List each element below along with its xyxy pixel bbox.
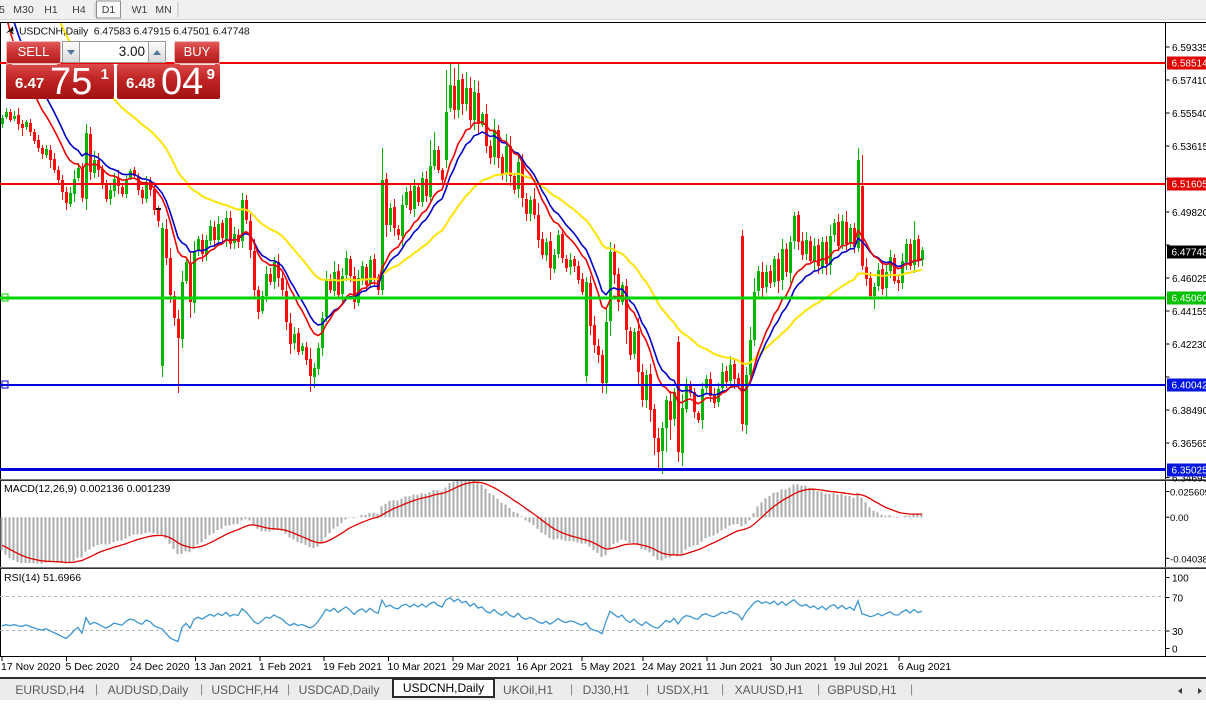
svg-text:6.57410: 6.57410 — [1172, 76, 1206, 87]
svg-text:30 Jun 2021: 30 Jun 2021 — [770, 661, 828, 673]
svg-text:17 Nov 2020: 17 Nov 2020 — [1, 661, 61, 673]
svg-text:6.53615: 6.53615 — [1172, 142, 1206, 153]
svg-text:11 Jun 2021: 11 Jun 2021 — [706, 661, 763, 673]
svg-text:6.38490: 6.38490 — [1172, 406, 1206, 417]
svg-text:19 Feb 2021: 19 Feb 2021 — [323, 661, 382, 673]
svg-text:5 Dec 2020: 5 Dec 2020 — [66, 661, 120, 673]
svg-text:6.51605: 6.51605 — [1172, 180, 1206, 191]
svg-text:6 Aug 2021: 6 Aug 2021 — [898, 661, 951, 673]
svg-text:6.59335: 6.59335 — [1172, 43, 1206, 54]
svg-text:6.47748: 6.47748 — [1172, 248, 1206, 259]
svg-text:6.55540: 6.55540 — [1172, 109, 1206, 120]
svg-text:6.40042: 6.40042 — [1172, 381, 1206, 392]
svg-text:6.35025: 6.35025 — [1172, 466, 1206, 477]
svg-text:M30: M30 — [13, 4, 34, 16]
svg-text:13 Jan 2021: 13 Jan 2021 — [195, 661, 253, 673]
svg-text:6.45060: 6.45060 — [1172, 294, 1206, 305]
svg-text:24 May 2021: 24 May 2021 — [642, 661, 703, 673]
svg-text:6.36565: 6.36565 — [1172, 439, 1206, 450]
svg-text:6.49820: 6.49820 — [1172, 208, 1206, 219]
svg-text:10 Mar 2021: 10 Mar 2021 — [388, 661, 447, 673]
svg-text:70: 70 — [1172, 594, 1184, 605]
svg-text:W1: W1 — [132, 4, 148, 16]
svg-text:H4: H4 — [72, 4, 86, 16]
svg-text:16 Apr 2021: 16 Apr 2021 — [517, 661, 574, 673]
svg-text:1 Feb 2021: 1 Feb 2021 — [259, 661, 312, 673]
svg-text:MN: MN — [155, 4, 171, 16]
svg-text:RSI(14) 51.6966: RSI(14) 51.6966 — [4, 572, 81, 584]
svg-text:6.46025: 6.46025 — [1172, 274, 1206, 285]
svg-text:0.00: 0.00 — [1170, 513, 1189, 524]
svg-text:-0.040386: -0.040386 — [1170, 554, 1206, 565]
svg-text:MACD(12,26,9) 0.002136 0.00123: MACD(12,26,9) 0.002136 0.001239 — [4, 483, 171, 495]
svg-text:0: 0 — [1172, 645, 1178, 656]
svg-text:6.44155: 6.44155 — [1172, 307, 1206, 318]
svg-text:30: 30 — [1172, 627, 1184, 638]
svg-text:24 Dec 2020: 24 Dec 2020 — [130, 661, 190, 673]
svg-text:H1: H1 — [44, 4, 58, 16]
svg-text:D1: D1 — [102, 4, 116, 16]
svg-text:5: 5 — [0, 4, 5, 16]
svg-text:6.58514: 6.58514 — [1172, 59, 1206, 70]
svg-text:100: 100 — [1172, 574, 1189, 585]
svg-text:USDCNH,Daily 6.47583 6.47915: USDCNH,Daily 6.47583 6.47915 6.47501 6.4… — [19, 27, 250, 38]
svg-text:6.42230: 6.42230 — [1172, 340, 1206, 351]
svg-text:29 Mar 2021: 29 Mar 2021 — [452, 661, 511, 673]
svg-text:19 Jul 2021: 19 Jul 2021 — [834, 661, 888, 673]
svg-text:5 May 2021: 5 May 2021 — [581, 661, 636, 673]
svg-text:0.025609: 0.025609 — [1170, 488, 1206, 499]
